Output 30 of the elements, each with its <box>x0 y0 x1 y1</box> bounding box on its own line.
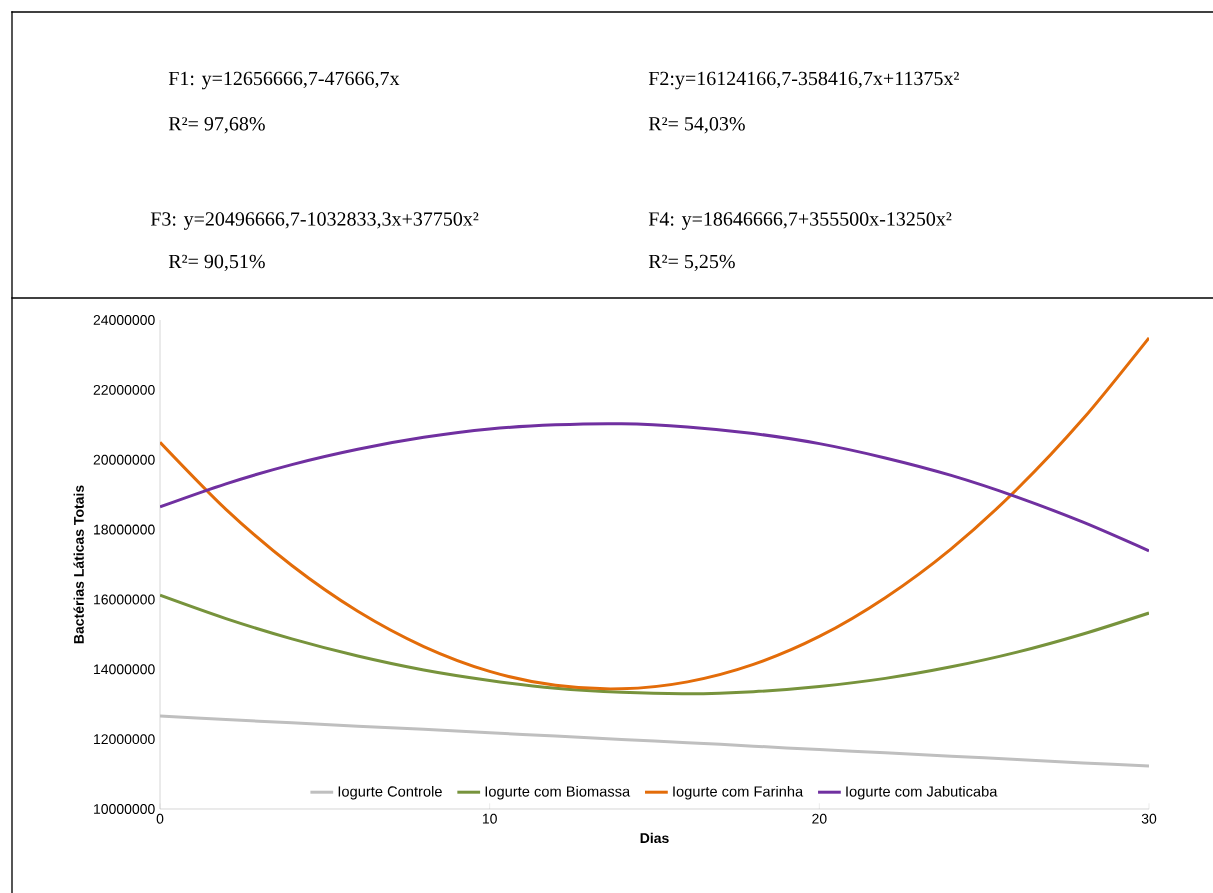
x-tick-label: 20 <box>812 813 827 824</box>
x-tick-label: 10 <box>482 813 497 824</box>
legend-label: Iogurte com Biomassa <box>485 785 631 800</box>
legend-label: Iogurte com Jabuticaba <box>846 785 998 800</box>
text: F3: y=20496666,7-1032833,3x+37750x² <box>150 212 479 230</box>
line-series <box>160 714 1150 768</box>
y-tick-label: 18000000 <box>94 524 155 535</box>
y-tick-label: 22000000 <box>93 384 155 395</box>
text: F4: y=18646666,7+355500x-13250x² <box>648 212 952 230</box>
y-tick-label: 12000000 <box>94 734 155 745</box>
legend-label: Iogurte com Farinha <box>673 785 804 800</box>
text: R²= 97,68% <box>168 117 265 134</box>
y-tick-label: 16000000 <box>94 594 155 605</box>
text: R²= 90,51% <box>168 254 265 272</box>
y-tick-label: 24000000 <box>93 315 155 325</box>
text: R²= 5,25% <box>648 254 735 272</box>
text: R²= 54,03% <box>648 117 745 134</box>
legend-label: Iogurte Controle <box>338 785 442 800</box>
text: F1: y=12656666,7-47666,7x <box>168 71 400 90</box>
y-tick-label: 20000000 <box>93 454 155 465</box>
line-series <box>160 336 1150 691</box>
y-axis-title: Bactérias Láticas Totais <box>73 485 84 644</box>
line-series <box>160 593 1150 696</box>
y-tick-label: 14000000 <box>94 664 155 675</box>
x-tick-label: 30 <box>1141 813 1157 824</box>
line-series <box>160 422 1150 553</box>
y-tick-label: 10000000 <box>94 804 155 814</box>
x-tick-label: 0 <box>156 813 164 824</box>
x-axis-title: Dias <box>640 832 669 844</box>
text: F2:y=16124166,7-358416,7x+11375x² <box>648 71 959 90</box>
